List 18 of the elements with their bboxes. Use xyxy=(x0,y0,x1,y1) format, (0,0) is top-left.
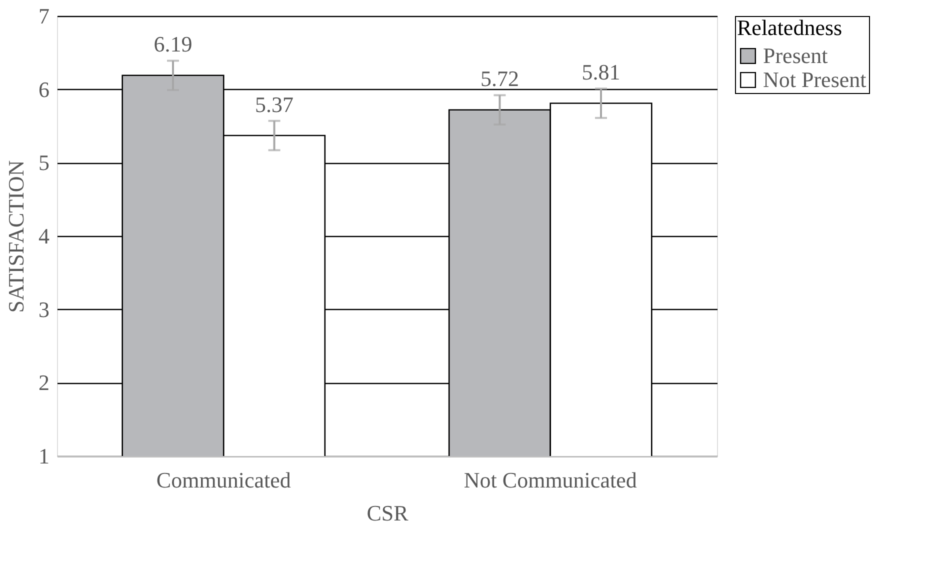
legend-label: Present xyxy=(763,43,828,68)
legend-label: Not Present xyxy=(763,67,866,92)
data-label: 5.81 xyxy=(582,60,620,85)
x-tick-label: Communicated xyxy=(156,468,291,492)
legend-title: Relatedness xyxy=(737,15,842,40)
y-tick-label: 3 xyxy=(38,296,50,322)
y-tick-label: 6 xyxy=(38,76,50,102)
y-tick-label: 2 xyxy=(38,370,50,396)
data-label: 6.19 xyxy=(154,32,192,57)
data-label: 5.72 xyxy=(480,66,519,92)
y-tick-label: 4 xyxy=(38,224,50,248)
x-axis-title: CSR xyxy=(366,500,409,526)
y-tick-label: 5 xyxy=(38,150,50,176)
y-axis-title: SATISFACTION xyxy=(4,160,28,313)
y-tick-label: 1 xyxy=(38,444,50,468)
y-tick-label: 7 xyxy=(38,4,50,28)
x-tick-label: Not Communicated xyxy=(464,468,637,492)
data-label: 5.37 xyxy=(255,92,294,117)
